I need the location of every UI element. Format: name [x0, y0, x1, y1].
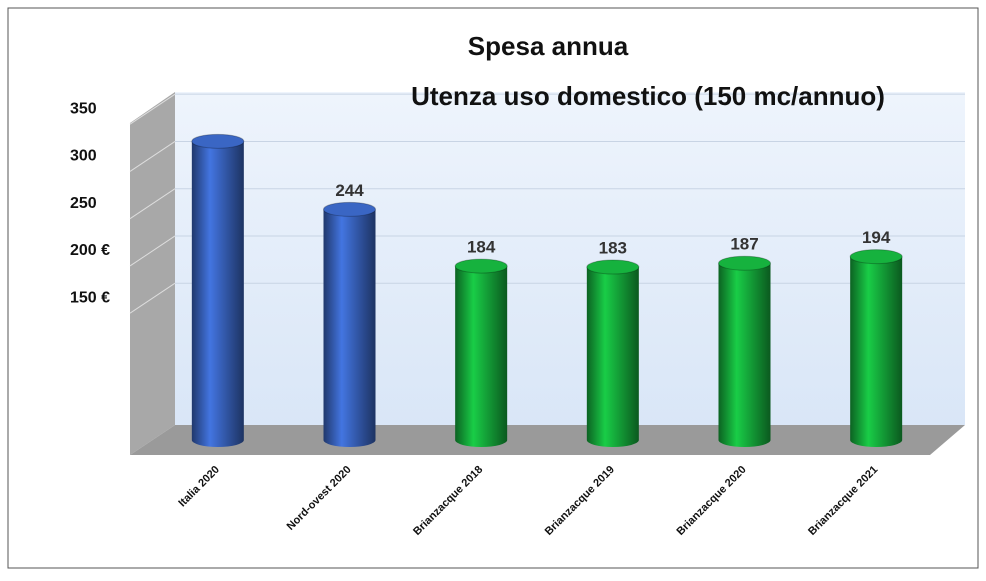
grid-line [129, 235, 176, 267]
data-label: 183 [599, 239, 627, 258]
grid-line [129, 93, 176, 125]
y-tick-label: 300 [70, 148, 97, 165]
back-wall [175, 92, 965, 425]
side-wall [130, 92, 175, 455]
bar [850, 256, 903, 448]
y-tick-label: 250 [70, 195, 97, 212]
data-label: 184 [467, 238, 496, 257]
y-tick-label: 150 € [70, 289, 110, 306]
bar-top [718, 255, 771, 271]
bar [586, 267, 639, 448]
grid-line [129, 188, 176, 220]
bar-top [323, 201, 376, 217]
data-label: 244 [335, 181, 364, 200]
y-tick-label: 350 [70, 100, 97, 117]
chart-title: Spesa annua [468, 31, 629, 61]
bar-top [191, 133, 245, 149]
bar [191, 141, 244, 448]
grid-line [129, 282, 176, 314]
bar-top [849, 249, 903, 265]
bar-top [454, 258, 508, 274]
data-label: 194 [862, 228, 891, 247]
bar [455, 266, 508, 448]
bar [323, 209, 376, 448]
bar-top [586, 259, 640, 275]
floor [130, 425, 965, 455]
grid-line [129, 141, 176, 172]
bar [718, 263, 771, 448]
chart-subtitle: Utenza uso domestico (150 mc/annuo) [411, 81, 885, 111]
y-tick-label: 200 € [70, 242, 110, 259]
data-label: 187 [730, 235, 758, 254]
